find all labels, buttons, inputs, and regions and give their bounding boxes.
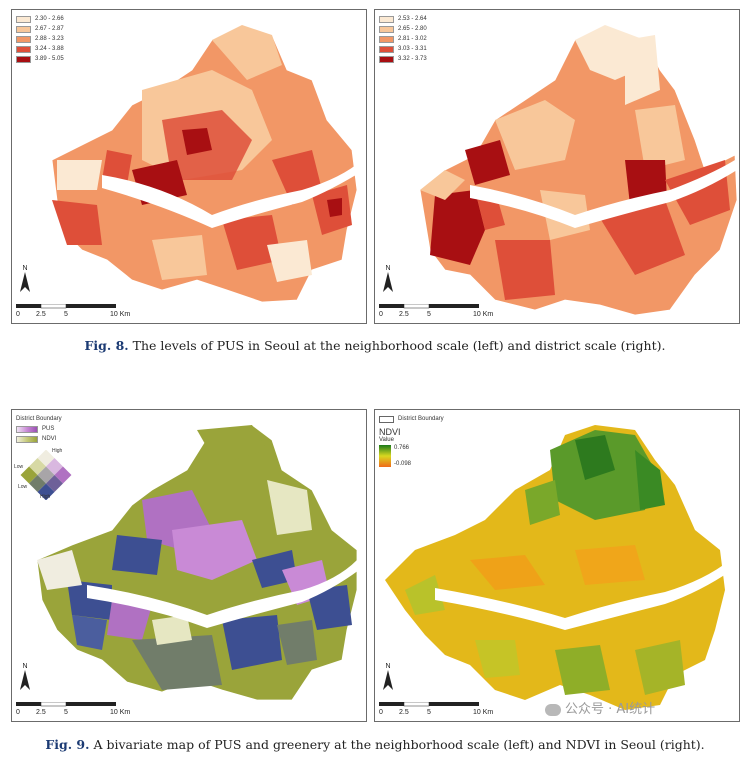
watermark: 公众号 · AI统计 xyxy=(545,698,655,717)
north-arrow: N xyxy=(18,663,32,692)
north-arrow: N xyxy=(381,265,395,294)
north-arrow-icon xyxy=(383,272,393,292)
legend-label: District Boundary xyxy=(398,416,444,422)
scale-tick: 2.5 xyxy=(36,311,46,318)
ndvi-title: NDVI xyxy=(379,427,401,437)
north-label: N xyxy=(385,265,391,272)
legend-row: PUS xyxy=(16,424,76,434)
wechat-icon xyxy=(545,703,561,716)
legend-label: 3.89 - 5.05 xyxy=(35,56,64,62)
legend-label: 2.81 - 3.02 xyxy=(398,36,427,42)
legend-label: PUS xyxy=(42,426,55,432)
scale-bar: 0 2.5 5 10 Km xyxy=(379,701,499,718)
ndvi-ramp: 0.766 -0.098 xyxy=(379,445,444,467)
legend-row: 2.67 - 2.87 xyxy=(16,24,64,34)
legend-row: 3.32 - 3.73 xyxy=(379,54,427,64)
legend-row: 2.88 - 3.23 xyxy=(16,34,64,44)
fig9-right-map xyxy=(385,425,732,710)
fig9-left-legend: District Boundary PUS NDVI High Low Lo xyxy=(14,414,76,500)
han-river xyxy=(87,560,359,628)
legend-label: District Boundary xyxy=(16,416,62,422)
legend-row: 2.65 - 2.80 xyxy=(379,24,427,34)
north-arrow: N xyxy=(18,265,32,294)
north-arrow-icon xyxy=(20,272,30,292)
scale-bar: 0 2.5 5 10 Km xyxy=(16,701,136,718)
fig8-left-legend: 2.30 - 2.66 2.67 - 2.87 2.88 - 3.23 3.24… xyxy=(16,14,64,64)
fig8-left-map xyxy=(51,24,364,303)
scale-tick: 0 xyxy=(16,709,20,716)
legend-label: 3.24 - 3.88 xyxy=(35,46,64,52)
north-arrow-icon xyxy=(383,670,393,690)
fig9-right-legend: District Boundary NDVI Value 0.766 -0.09… xyxy=(379,414,444,467)
north-label: N xyxy=(385,663,391,670)
legend-label: 2.88 - 3.23 xyxy=(35,36,64,42)
legend-label: 2.30 - 2.66 xyxy=(35,16,64,22)
legend-row: 3.24 - 3.88 xyxy=(16,44,64,54)
legend-row: District Boundary xyxy=(16,414,76,424)
caption-label: Fig. 9. xyxy=(45,737,90,752)
scale-tick: 0 xyxy=(16,311,20,318)
han-river xyxy=(102,160,364,228)
legend-label: 3.32 - 3.73 xyxy=(398,56,427,62)
key-high-top: High xyxy=(52,448,63,454)
scale-tick: 5 xyxy=(64,311,68,318)
scale-tick: 10 Km xyxy=(110,709,131,716)
north-arrow-icon xyxy=(20,670,30,690)
legend-label: 3.03 - 3.31 xyxy=(398,46,427,52)
caption-text: A bivariate map of PUS and greenery at t… xyxy=(93,737,705,752)
fig8-caption: Fig. 8. The levels of PUS in Seoul at th… xyxy=(0,338,750,353)
han-river xyxy=(470,160,737,228)
key-high-bottom: High xyxy=(40,494,51,500)
scale-tick: 0 xyxy=(379,311,383,318)
fig8-right-map-panel: 2.53 - 2.64 2.65 - 2.80 2.81 - 3.02 3.03… xyxy=(374,9,740,324)
scale-tick: 10 Km xyxy=(473,311,494,318)
legend-row: 3.03 - 3.31 xyxy=(379,44,427,54)
caption-label: Fig. 8. xyxy=(84,338,129,353)
legend-label: NDVI xyxy=(42,436,57,442)
watermark-text: 公众号 · AI统计 xyxy=(565,702,656,717)
legend-row: 2.30 - 2.66 xyxy=(16,14,64,24)
fig8-left-map-panel: 2.30 - 2.66 2.67 - 2.87 2.88 - 3.23 3.24… xyxy=(11,9,367,324)
scale-bar: 0 2.5 5 10 Km xyxy=(16,303,136,320)
fig9-right-map-panel: District Boundary NDVI Value 0.766 -0.09… xyxy=(374,409,740,722)
scale-tick: 2.5 xyxy=(36,709,46,716)
key-low-bottom: Low xyxy=(18,484,28,490)
fig8-right-legend: 2.53 - 2.64 2.65 - 2.80 2.81 - 3.02 3.03… xyxy=(379,14,427,64)
ndvi-max: 0.766 xyxy=(394,445,410,451)
caption-text: The levels of PUS in Seoul at the neighb… xyxy=(132,338,666,353)
scale-tick: 5 xyxy=(427,709,431,716)
scale-tick: 10 Km xyxy=(473,709,494,716)
north-arrow: N xyxy=(381,663,395,692)
scale-tick: 10 Km xyxy=(110,311,131,318)
key-low-left: Low xyxy=(14,464,24,470)
fig8-right-map xyxy=(419,24,738,316)
legend-row: 2.81 - 3.02 xyxy=(379,34,427,44)
scale-tick: 2.5 xyxy=(399,311,409,318)
north-label: N xyxy=(22,663,28,670)
scale-tick: 5 xyxy=(64,709,68,716)
scale-tick: 5 xyxy=(427,311,431,318)
legend-row: 2.53 - 2.64 xyxy=(379,14,427,24)
fig9-caption: Fig. 9. A bivariate map of PUS and green… xyxy=(0,737,750,752)
ndvi-min: -0.098 xyxy=(394,461,412,467)
north-label: N xyxy=(22,265,28,272)
han-river xyxy=(435,560,732,630)
legend-label: 2.53 - 2.64 xyxy=(398,16,427,22)
fig9-left-map xyxy=(36,424,359,701)
legend-row: District Boundary xyxy=(379,414,444,424)
bivariate-key: High Low Low High xyxy=(14,448,76,500)
legend-row: 3.89 - 5.05 xyxy=(16,54,64,64)
value-title: Value xyxy=(379,437,394,443)
legend-label: 2.67 - 2.87 xyxy=(35,26,64,32)
fig9-left-map-panel: District Boundary PUS NDVI High Low Lo xyxy=(11,409,367,722)
legend-label: 2.65 - 2.80 xyxy=(398,26,427,32)
scale-tick: 2.5 xyxy=(399,709,409,716)
scale-bar: 0 2.5 5 10 Km xyxy=(379,303,499,320)
legend-row: NDVI xyxy=(16,434,76,444)
scale-tick: 0 xyxy=(379,709,383,716)
